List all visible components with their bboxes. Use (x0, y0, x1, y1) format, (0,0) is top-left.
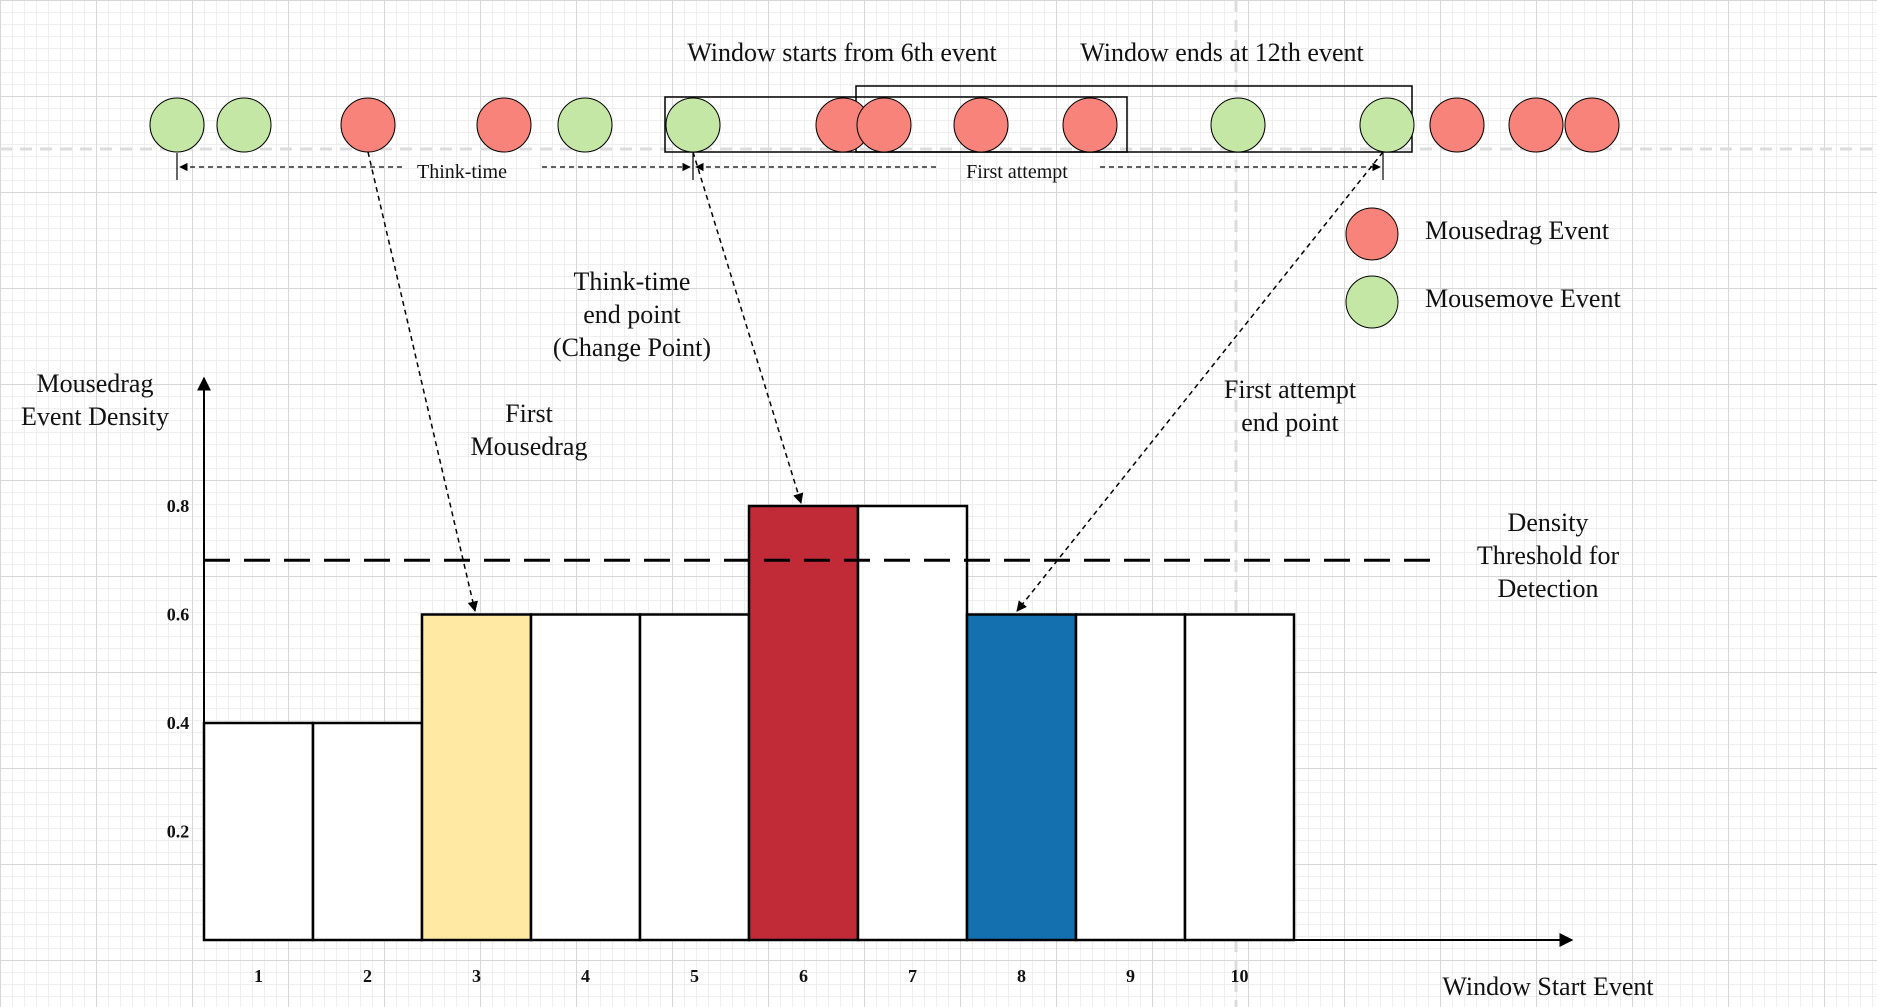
window-rect-end (855, 85, 1413, 153)
bar-7 (856, 504, 969, 942)
think-time-end-label-line3: (Change Point) (553, 333, 711, 362)
first-attempt-end-arrow (1016, 151, 1384, 612)
y-tick-0.6: 0.6 (167, 605, 190, 625)
bar-10 (1183, 613, 1296, 942)
event-timeline (149, 97, 1620, 153)
event-4-drag-circle (476, 97, 532, 153)
y-axis-label-line2: Event Density (21, 402, 169, 431)
event-3-drag-circle (340, 97, 396, 153)
threshold-label-line1: Density (1508, 508, 1589, 537)
y-tick-0.8: 0.8 (167, 496, 190, 516)
event-6-move-circle (665, 97, 721, 153)
event-11-move-circle (1210, 97, 1266, 153)
first-attempt-label: First attempt (966, 161, 1068, 183)
x-tick-7: 7 (908, 966, 917, 986)
x-tick-8: 8 (1017, 966, 1026, 986)
event-15-drag-circle (1564, 97, 1620, 153)
bar-6 (747, 504, 860, 942)
x-tick-3: 3 (472, 966, 481, 986)
bar-8 (965, 613, 1078, 942)
x-tick-6: 6 (799, 966, 808, 986)
threshold-label-line3: Detection (1497, 574, 1598, 603)
first-attempt-end-label-line1: First attempt (1224, 375, 1357, 404)
think-time-end-arrow (692, 151, 804, 505)
event-2-move-circle (216, 97, 272, 153)
window-start-label: Window starts from 6th event (687, 38, 997, 67)
legend-move-swatch (1345, 275, 1399, 329)
event-13-drag-circle (1429, 97, 1485, 153)
think-time-end-label-line1: Think-time (574, 267, 691, 296)
y-tick-labels: 0.2 0.4 0.6 0.8 (167, 496, 190, 842)
first-mousedrag-arrow (367, 151, 478, 613)
legend: Mousedrag Event Mousemove Event (1345, 207, 1621, 329)
event-5-move-circle (557, 97, 613, 153)
think-time-end-label-line2: end point (583, 300, 681, 329)
event-8-drag-circle (856, 97, 912, 153)
legend-drag-swatch (1345, 207, 1399, 261)
bar-2 (311, 721, 424, 942)
x-tick-5: 5 (690, 966, 699, 986)
threshold-label-line2: Threshold for (1477, 541, 1620, 570)
y-tick-0.2: 0.2 (167, 822, 190, 842)
y-axis-label-line1: Mousedrag (37, 369, 154, 398)
first-attempt-end-label-line2: end point (1241, 408, 1339, 437)
x-tick-10: 10 (1231, 966, 1249, 986)
x-tick-4: 4 (581, 966, 590, 986)
bar-1 (202, 721, 315, 942)
legend-move-label: Mousemove Event (1425, 284, 1621, 313)
bar-4 (529, 613, 642, 942)
x-tick-labels: 1 2 3 4 5 6 7 8 9 10 (254, 966, 1249, 986)
event-9-drag-circle (953, 97, 1009, 153)
bar-series (202, 504, 1296, 942)
event-10-drag-circle (1062, 97, 1118, 153)
legend-drag-label: Mousedrag Event (1425, 216, 1610, 245)
window-end-label: Window ends at 12th event (1080, 38, 1364, 67)
first-mousedrag-label-line2: Mousedrag (471, 432, 588, 461)
x-axis-label: Window Start Event (1442, 972, 1654, 1001)
event-14-drag-circle (1508, 97, 1564, 153)
bar-9 (1074, 613, 1187, 942)
x-tick-1: 1 (254, 966, 263, 986)
first-mousedrag-label-line1: First (505, 399, 553, 428)
think-time-label: Think-time (417, 161, 507, 183)
x-tick-2: 2 (363, 966, 372, 986)
event-1-move-circle (149, 97, 205, 153)
y-tick-0.4: 0.4 (167, 713, 190, 733)
bar-5 (638, 613, 751, 942)
x-tick-9: 9 (1126, 966, 1135, 986)
event-12-move-circle (1359, 97, 1415, 153)
bar-3 (420, 613, 533, 942)
